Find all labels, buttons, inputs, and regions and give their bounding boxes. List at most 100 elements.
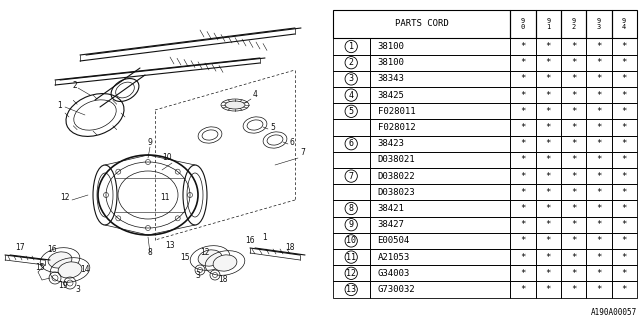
Bar: [511, 168, 536, 184]
Text: *: *: [596, 156, 602, 164]
Text: *: *: [546, 236, 551, 245]
Text: 15: 15: [35, 263, 45, 272]
Text: *: *: [621, 91, 627, 100]
Text: *: *: [546, 252, 551, 262]
Text: *: *: [621, 269, 627, 278]
Text: 9
4: 9 4: [622, 18, 627, 30]
Bar: [561, 168, 586, 184]
Bar: [333, 217, 370, 233]
Bar: [370, 217, 511, 233]
Text: 12: 12: [346, 269, 356, 278]
Bar: [536, 136, 561, 152]
Text: *: *: [596, 123, 602, 132]
Text: 3: 3: [195, 271, 200, 280]
Text: *: *: [546, 156, 551, 164]
Bar: [612, 87, 637, 103]
Bar: [612, 10, 637, 38]
Text: *: *: [546, 107, 551, 116]
Bar: [333, 71, 370, 87]
Text: *: *: [546, 172, 551, 180]
Text: *: *: [520, 139, 525, 148]
Bar: [561, 249, 586, 265]
Text: 5: 5: [270, 123, 275, 132]
Text: 13: 13: [346, 285, 356, 294]
Bar: [536, 87, 561, 103]
Bar: [333, 55, 370, 71]
Text: F028012: F028012: [378, 123, 415, 132]
Bar: [536, 184, 561, 200]
Text: G34003: G34003: [378, 269, 410, 278]
Text: *: *: [520, 204, 525, 213]
Text: *: *: [621, 220, 627, 229]
Text: *: *: [571, 58, 576, 67]
Text: *: *: [520, 123, 525, 132]
Text: *: *: [546, 204, 551, 213]
Text: *: *: [596, 252, 602, 262]
Text: *: *: [596, 172, 602, 180]
Text: *: *: [596, 220, 602, 229]
Bar: [561, 200, 586, 217]
Bar: [586, 184, 612, 200]
Text: *: *: [520, 269, 525, 278]
Bar: [370, 281, 511, 298]
Text: *: *: [621, 156, 627, 164]
Text: *: *: [596, 269, 602, 278]
Text: 9
2: 9 2: [572, 18, 576, 30]
Text: *: *: [571, 220, 576, 229]
Bar: [612, 233, 637, 249]
Bar: [370, 200, 511, 217]
Text: *: *: [621, 107, 627, 116]
Bar: [561, 71, 586, 87]
Text: D038022: D038022: [378, 172, 415, 180]
Text: *: *: [546, 188, 551, 197]
Text: 38423: 38423: [378, 139, 404, 148]
Text: 9
0: 9 0: [521, 18, 525, 30]
Text: 6: 6: [349, 139, 354, 148]
Bar: [536, 119, 561, 136]
Bar: [561, 119, 586, 136]
Text: 38100: 38100: [378, 58, 404, 67]
Bar: [536, 249, 561, 265]
Bar: [612, 184, 637, 200]
Bar: [561, 103, 586, 119]
Bar: [536, 281, 561, 298]
Text: *: *: [520, 285, 525, 294]
Text: *: *: [520, 172, 525, 180]
Bar: [536, 265, 561, 281]
Bar: [370, 38, 511, 55]
Bar: [536, 55, 561, 71]
Text: *: *: [546, 285, 551, 294]
Text: 9: 9: [349, 220, 354, 229]
Bar: [511, 38, 536, 55]
Text: *: *: [546, 269, 551, 278]
Bar: [586, 249, 612, 265]
Bar: [612, 152, 637, 168]
Text: *: *: [596, 74, 602, 84]
Bar: [586, 233, 612, 249]
Bar: [333, 233, 370, 249]
Text: *: *: [621, 204, 627, 213]
Text: *: *: [571, 252, 576, 262]
Bar: [586, 55, 612, 71]
Ellipse shape: [198, 250, 222, 266]
Text: 38421: 38421: [378, 204, 404, 213]
Bar: [612, 71, 637, 87]
Bar: [586, 217, 612, 233]
Bar: [511, 233, 536, 249]
Bar: [586, 10, 612, 38]
Text: *: *: [621, 252, 627, 262]
Text: 16: 16: [245, 236, 255, 245]
Bar: [536, 152, 561, 168]
Text: *: *: [571, 123, 576, 132]
Text: *: *: [596, 139, 602, 148]
Text: PARTS CORD: PARTS CORD: [395, 20, 449, 28]
Text: *: *: [621, 285, 627, 294]
Text: F028011: F028011: [378, 107, 415, 116]
Text: 1: 1: [349, 42, 354, 51]
Text: *: *: [596, 204, 602, 213]
Text: *: *: [621, 58, 627, 67]
Bar: [612, 249, 637, 265]
Bar: [370, 136, 511, 152]
Bar: [612, 136, 637, 152]
Text: *: *: [546, 42, 551, 51]
